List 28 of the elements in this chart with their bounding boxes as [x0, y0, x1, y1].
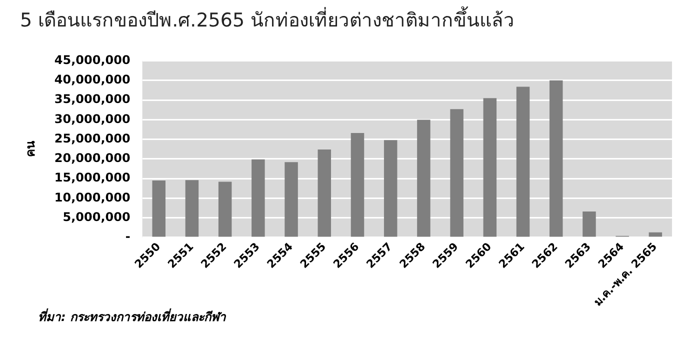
bar [218, 182, 232, 237]
bar [516, 86, 530, 237]
bar [252, 159, 265, 237]
text: ที่มา: กระทรวงการท่องเที่ยวและกีฬา [38, 308, 227, 324]
y-tick-label: 35,000,000 [54, 92, 130, 106]
y-axis-title: คน [23, 140, 38, 158]
bar [450, 109, 464, 237]
y-tick-label: 10,000,000 [54, 190, 130, 204]
bar [152, 180, 166, 237]
chart-title: 5 เดือนแรกของปีพ.ศ.2565 นักท่องเที่ยวต่างชาติมากขึ้นแล้ว [20, 6, 515, 32]
bar [350, 133, 364, 237]
y-tick-label: 5,000,000 [62, 210, 130, 224]
y-tick-label: 20,000,000 [54, 151, 130, 166]
bar [185, 180, 199, 237]
bar [648, 232, 662, 237]
y-tick-label: - [125, 230, 130, 244]
y-tick-label: 15,000,000 [54, 170, 130, 185]
y-tick-label: 45,000,000 [54, 52, 130, 67]
bar [483, 98, 497, 237]
bar [318, 150, 332, 237]
bar [550, 80, 563, 237]
y-tick-label: 40,000,000 [54, 72, 130, 87]
bar [417, 120, 430, 237]
bar [284, 162, 298, 237]
y-tick-label: 25,000,000 [54, 131, 130, 146]
y-tick-label: 30,000,000 [54, 112, 130, 126]
bar [384, 140, 398, 237]
bar [582, 212, 596, 237]
